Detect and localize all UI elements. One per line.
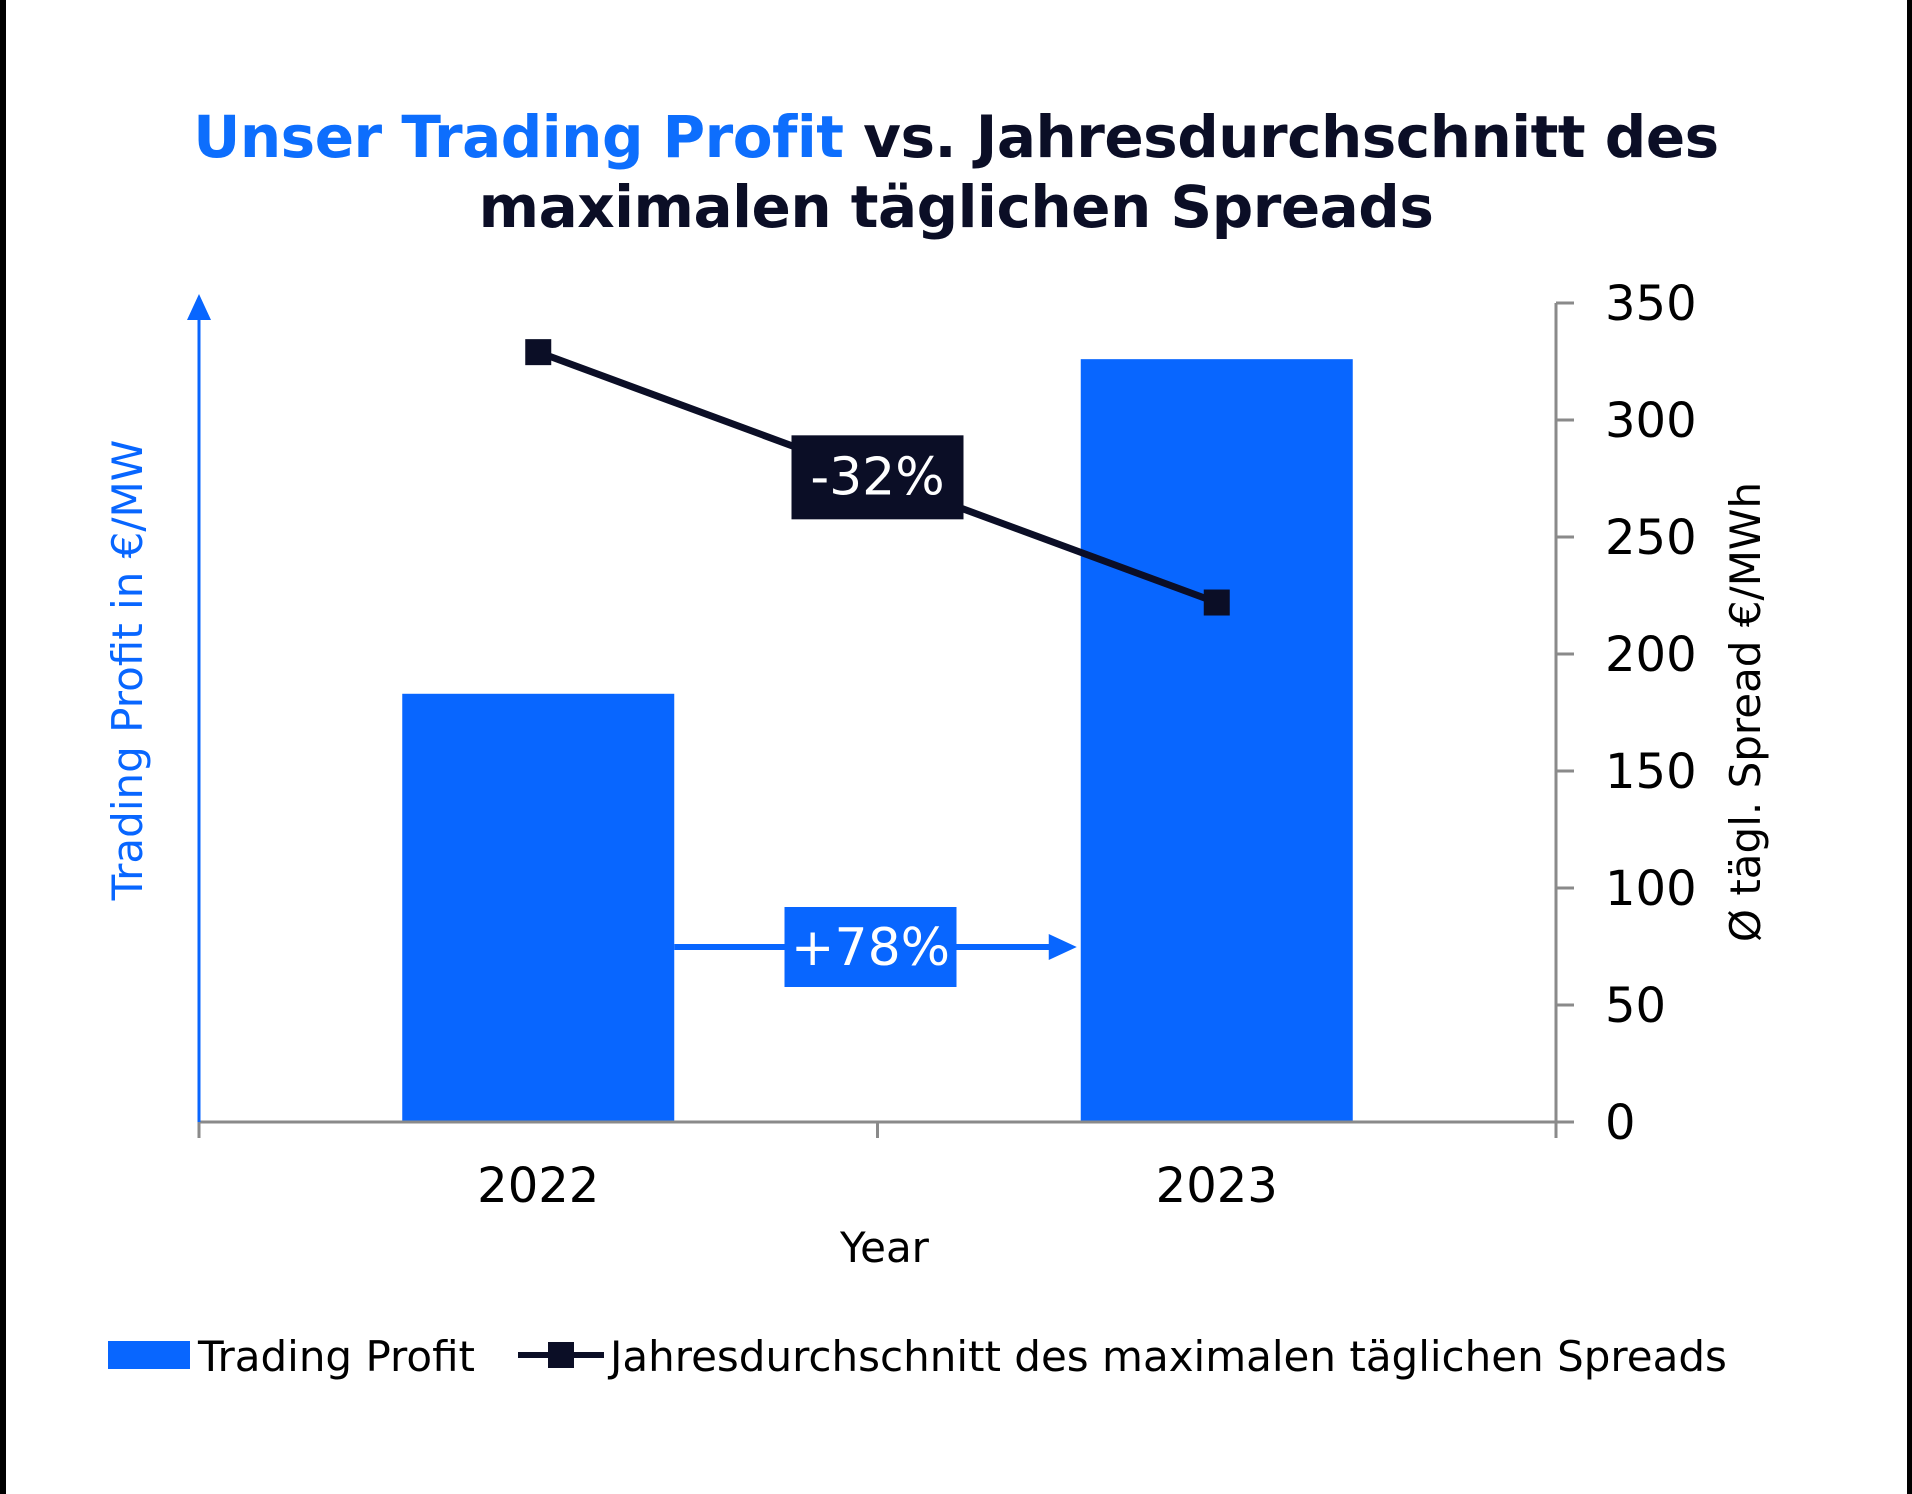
annotations-layer: -32% +78% (674, 435, 1077, 987)
bar-2022 (402, 693, 675, 1122)
y-tick-label-right-0: 0 (1605, 1095, 1636, 1151)
y-tick-label-right-150: 150 (1605, 744, 1697, 800)
y-tick-label-right-200: 200 (1605, 627, 1697, 683)
legend-swatch-bar (108, 1341, 190, 1369)
spread-change-box (791, 435, 964, 520)
spread-change-label: -32% (810, 447, 944, 507)
y-tick-label-right-250: 250 (1605, 510, 1697, 566)
axes-layer: 2022 2023 Year Trading Profit in €/MW 0 50 100… (103, 276, 1770, 1272)
left-border (0, 0, 6, 1494)
profit-change-arrowhead (1048, 934, 1077, 960)
y-tick-label-right-350: 350 (1605, 276, 1697, 332)
y-tick-label-right-50: 50 (1605, 978, 1666, 1034)
chart-title-highlight: Unser Trading Profit (193, 103, 844, 171)
y-tick-label-right-100: 100 (1605, 861, 1697, 917)
right-border (1907, 0, 1912, 1494)
x-axis-label: Year (839, 1223, 930, 1272)
legend-label-spread: Jahresdurchschnitt des maximalen täglich… (607, 1332, 1727, 1381)
y-tick-label-right-300: 300 (1605, 393, 1697, 449)
y-axis-right-label: Ø tägl. Spread €/MWh (1721, 482, 1770, 942)
x-tick-label-2023: 2023 (1156, 1158, 1278, 1214)
legend-label-trading-profit: Trading Profit (197, 1332, 475, 1381)
profit-change-box (784, 907, 957, 987)
chart-title-line2: maximalen täglichen Spreads (478, 173, 1434, 241)
legend-swatch-marker (548, 1342, 574, 1368)
y-axis-left-label: Trading Profit in €/MW (103, 440, 152, 902)
legend: Trading Profit Jahresdurchschnitt des max… (108, 1332, 1727, 1381)
x-tick-label-2022: 2022 (477, 1158, 599, 1214)
profit-change-label: +78% (791, 918, 950, 978)
spread-marker-2022 (525, 339, 552, 366)
spread-marker-2023 (1203, 589, 1230, 616)
chart-title-rest: vs. Jahresdurchschnitt des (843, 103, 1719, 171)
bars-layer (402, 359, 1353, 1122)
y-axis-left-arrowhead (187, 294, 211, 320)
bar-2023 (1080, 359, 1353, 1122)
chart-title: Unser Trading Profit vs. Jahresdurchschn… (0, 102, 1912, 242)
